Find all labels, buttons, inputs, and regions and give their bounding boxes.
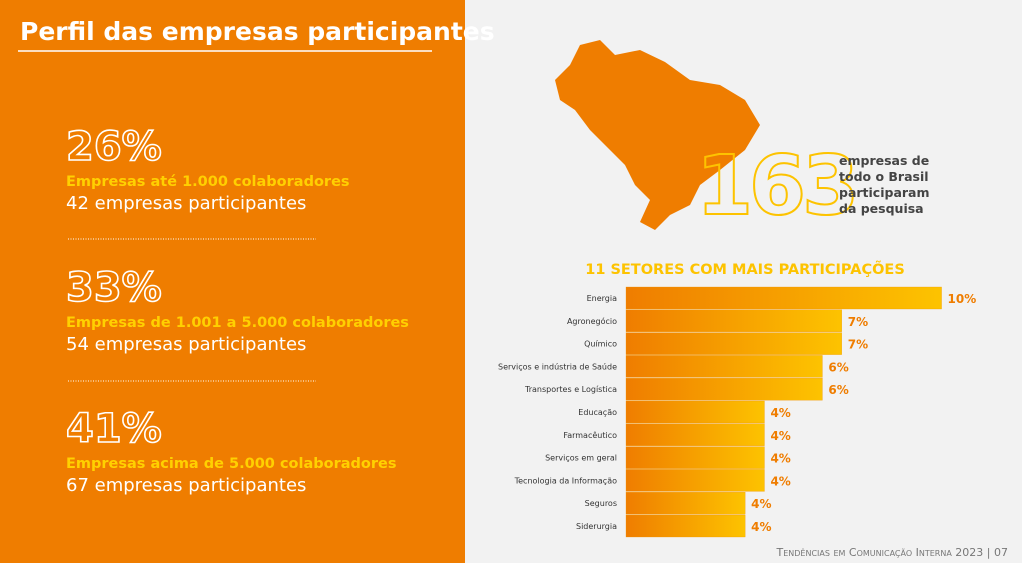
category-label: Siderurgia [576,522,617,531]
value-label: 10% [948,292,977,306]
category-label: Farmacêutico [563,430,617,440]
highlight-line: todo o Brasil [839,169,929,184]
value-label: 6% [828,383,848,397]
chart-title: 11 SETORES COM MAIS PARTICIPAÇÕES [585,260,905,278]
category-label: Seguros [585,499,617,508]
bar [625,286,942,310]
value-label: 6% [828,360,848,374]
profile-percent: 33% [66,265,162,311]
bar [625,423,765,446]
category-label: Químico [584,340,617,349]
category-label: Tecnologia da Informação [514,476,617,485]
profile-label: Empresas de 1.001 a 5.000 colaboradores [66,315,409,331]
brazil-map [555,40,760,230]
category-label: Educação [578,408,617,417]
footer: Tendências em Comunicação Interna 2023 |… [776,546,1009,559]
profile-label: Empresas acima de 5.000 colaboradores [66,456,396,472]
highlight-line: participaram [839,185,930,200]
highlight-line: da pesquisa [839,201,924,216]
profile-label: Empresas até 1.000 colaboradores [66,174,350,190]
category-label: Serviços e indústria de Saúde [498,362,617,371]
profile-count: 67 empresas participantes [66,475,306,496]
profile-count: 42 empresas participantes [66,193,306,214]
bar [625,332,842,355]
highlight-line: empresas de [839,153,929,168]
highlight-number: 163 [696,139,855,234]
bar [625,469,765,492]
value-label: 7% [848,338,868,352]
bar [625,400,765,424]
bar [625,492,746,515]
value-label: 4% [770,452,790,466]
profile-percent: 26% [66,124,162,170]
profile-percent: 41% [66,406,162,452]
value-label: 4% [770,429,790,443]
bar [625,446,765,469]
bar-chart: Energia 10% Agronegócio 7% Químico 7% Serviços… [498,286,977,538]
category-label: Serviços em geral [545,454,617,463]
bar [625,309,842,332]
value-label: 7% [848,315,868,329]
category-label: Agronegócio [567,316,617,326]
value-label: 4% [751,520,771,534]
profile-count: 54 empresas participantes [66,334,306,355]
page-title: Perfil das empresas participantes [20,17,495,46]
value-label: 4% [770,406,790,420]
category-label: Transportes e Logística [524,385,617,394]
bar [625,355,823,378]
category-label: Energia [587,294,617,303]
left-panel [0,0,465,563]
profiles: 26% Empresas até 1.000 colaboradores 42 em… [65,123,409,496]
value-label: 4% [751,497,771,511]
value-label: 4% [770,474,790,488]
bar [625,378,823,401]
bar [625,514,746,538]
